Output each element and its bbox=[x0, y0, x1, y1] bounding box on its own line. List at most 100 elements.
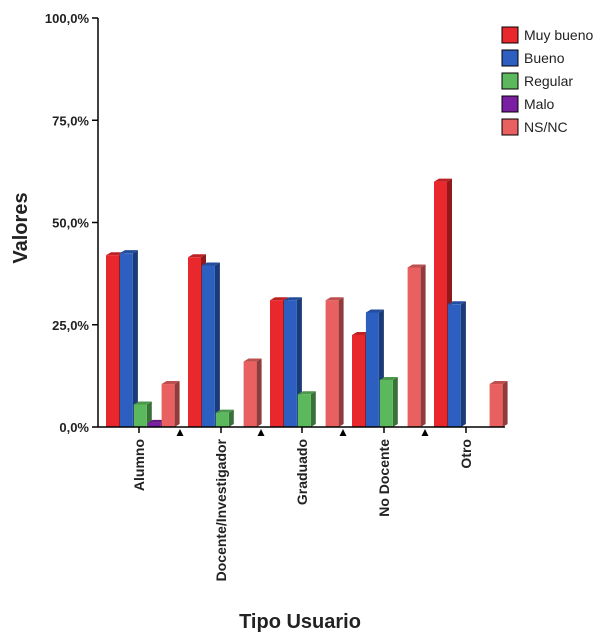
bar-side bbox=[338, 297, 344, 427]
bar-top bbox=[133, 401, 152, 405]
legend-swatch bbox=[501, 26, 519, 44]
legend: Muy bueno Bueno Regular Malo NS/NC bbox=[501, 26, 593, 136]
bar-side bbox=[146, 401, 152, 427]
bar-side bbox=[310, 391, 316, 427]
bar bbox=[243, 358, 262, 427]
separator-markers bbox=[176, 429, 429, 436]
bar-front bbox=[119, 253, 133, 427]
x-tick-label: Graduado bbox=[294, 439, 310, 505]
bar-top bbox=[106, 252, 124, 256]
bar bbox=[489, 381, 508, 427]
bar bbox=[215, 409, 234, 427]
legend-swatch bbox=[501, 72, 519, 90]
bar-front bbox=[283, 300, 297, 427]
bar-front bbox=[365, 312, 379, 427]
bar-top bbox=[365, 309, 384, 313]
x-axis-title: Tipo Usuario bbox=[239, 611, 361, 633]
y-tick-label: 100,0% bbox=[45, 11, 90, 26]
bar-top bbox=[407, 264, 426, 268]
bar-front bbox=[243, 361, 257, 427]
bar-side bbox=[214, 262, 220, 427]
y-tick-label: 50,0% bbox=[52, 216, 89, 231]
bar-front bbox=[133, 404, 147, 427]
separator-triangle bbox=[176, 429, 184, 436]
bar-front bbox=[352, 334, 365, 427]
bar-side bbox=[420, 264, 426, 427]
x-tick-label: Otro bbox=[458, 439, 474, 469]
separator-triangle bbox=[421, 429, 429, 436]
y-axis-ticks: 0,0% 25,0% 50,0% 75,0% 100,0% bbox=[45, 11, 98, 435]
bar-top bbox=[352, 331, 370, 335]
legend-label: Malo bbox=[524, 96, 555, 112]
bar-side bbox=[460, 301, 466, 427]
bar-front bbox=[147, 422, 161, 427]
legend-item: NS/NC bbox=[501, 118, 568, 136]
bars-layer bbox=[106, 178, 508, 427]
legend-label: Muy bueno bbox=[524, 27, 593, 43]
legend-item: Muy bueno bbox=[501, 26, 593, 44]
bar-front bbox=[270, 300, 283, 427]
bar-front bbox=[407, 267, 421, 427]
bar-top bbox=[243, 358, 262, 362]
bar bbox=[201, 262, 220, 427]
bar-front bbox=[201, 265, 215, 427]
bar-side bbox=[392, 376, 398, 427]
bar-top bbox=[489, 381, 508, 385]
bar-front bbox=[379, 379, 393, 427]
bar-front bbox=[215, 412, 229, 427]
bar-top bbox=[325, 297, 344, 301]
legend-label: Bueno bbox=[524, 50, 565, 66]
bar-side bbox=[174, 381, 180, 427]
legend-swatch bbox=[501, 95, 519, 113]
bar-top bbox=[270, 297, 288, 301]
bar bbox=[133, 401, 152, 427]
bar-top bbox=[119, 250, 138, 254]
x-tick-label: Alumno bbox=[131, 439, 147, 491]
bar bbox=[447, 301, 466, 427]
legend-swatch bbox=[501, 118, 519, 136]
bar-top bbox=[297, 391, 316, 395]
bar-front bbox=[106, 255, 119, 427]
bar-front bbox=[188, 257, 201, 427]
bar-front bbox=[297, 394, 311, 427]
bar-front bbox=[161, 384, 175, 427]
bar-top bbox=[201, 262, 220, 266]
bar-side bbox=[256, 358, 262, 427]
bar-top bbox=[147, 419, 166, 423]
legend-swatch bbox=[501, 49, 519, 67]
bar-side bbox=[228, 409, 234, 427]
bar bbox=[161, 381, 180, 427]
bar-top bbox=[215, 409, 234, 413]
bar-side bbox=[132, 250, 138, 427]
bar-top bbox=[188, 254, 206, 258]
bar-front bbox=[489, 384, 503, 427]
legend-item: Bueno bbox=[501, 49, 565, 67]
bar-top bbox=[161, 381, 180, 385]
bar bbox=[297, 391, 316, 427]
legend-item: Malo bbox=[501, 95, 555, 113]
y-axis-title: Valores bbox=[10, 192, 32, 263]
separator-triangle bbox=[339, 429, 347, 436]
x-axis-ticks: Alumno Docente/Investigador Graduado No Doc… bbox=[131, 427, 474, 581]
bar bbox=[325, 297, 344, 427]
bar-side bbox=[502, 381, 508, 427]
bar bbox=[119, 250, 138, 427]
y-tick-label: 25,0% bbox=[52, 318, 89, 333]
bar-top bbox=[379, 376, 398, 380]
bar-front bbox=[447, 304, 461, 427]
legend-label: Regular bbox=[524, 73, 573, 89]
legend-label: NS/NC bbox=[524, 119, 568, 135]
bar-top bbox=[283, 297, 302, 301]
bar-front bbox=[434, 181, 447, 427]
bar bbox=[379, 376, 398, 427]
y-tick-label: 0,0% bbox=[59, 420, 89, 435]
bar-front bbox=[325, 300, 339, 427]
bar-top bbox=[434, 178, 452, 182]
bar bbox=[407, 264, 426, 427]
x-tick-label: No Docente bbox=[376, 439, 392, 517]
bar-top bbox=[447, 301, 466, 305]
separator-triangle bbox=[257, 429, 265, 436]
y-tick-label: 75,0% bbox=[52, 113, 89, 128]
x-tick-label: Docente/Investigador bbox=[213, 438, 229, 581]
